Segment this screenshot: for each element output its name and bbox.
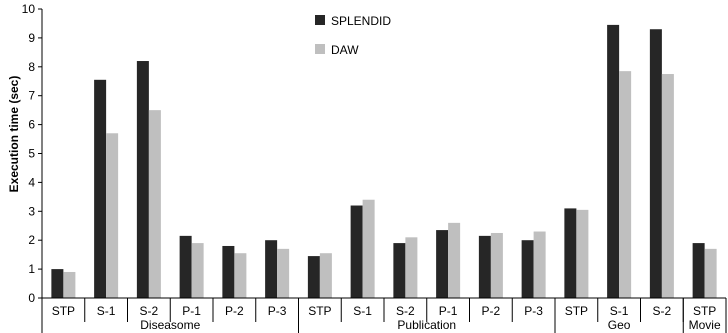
bar-daw bbox=[106, 133, 119, 298]
bar-daw bbox=[148, 110, 161, 299]
bar-daw bbox=[704, 248, 717, 298]
y-tick-label: 2 bbox=[28, 233, 35, 247]
bar-splendid bbox=[692, 243, 705, 298]
legend: SPLENDID DAW bbox=[315, 14, 391, 57]
y-tick-label: 6 bbox=[28, 118, 35, 132]
bar-splendid bbox=[521, 240, 534, 298]
bar-splendid bbox=[307, 256, 320, 298]
y-tick-label: 8 bbox=[28, 60, 35, 74]
bar-daw bbox=[533, 231, 546, 298]
category-label: S-1 bbox=[353, 304, 372, 318]
bar-daw bbox=[490, 232, 503, 298]
bar-splendid bbox=[436, 230, 449, 298]
legend-label-daw: DAW bbox=[331, 43, 359, 57]
bars bbox=[51, 24, 717, 299]
bar-splendid bbox=[265, 240, 278, 298]
y-axis-label: Execution time (sec) bbox=[7, 76, 21, 193]
bar-splendid bbox=[649, 29, 662, 298]
bar-daw bbox=[362, 199, 375, 298]
group-label: Publication bbox=[397, 318, 456, 332]
category-label: STP bbox=[693, 304, 716, 318]
category-label: STP bbox=[565, 304, 588, 318]
category-label: P-3 bbox=[524, 304, 543, 318]
bar-splendid bbox=[136, 61, 149, 298]
group-label: Geo bbox=[608, 318, 631, 332]
bar-splendid bbox=[393, 243, 406, 298]
group-label: Movie bbox=[689, 318, 721, 332]
category-label: S-1 bbox=[610, 304, 629, 318]
bar-daw bbox=[576, 209, 589, 298]
legend-label-splendid: SPLENDID bbox=[331, 14, 391, 28]
y-tick-label: 4 bbox=[28, 175, 35, 189]
bar-daw bbox=[448, 222, 461, 298]
bar-splendid bbox=[564, 208, 577, 298]
category-label: P-1 bbox=[439, 304, 458, 318]
category-label: P-3 bbox=[268, 304, 287, 318]
y-tick-label: 7 bbox=[28, 89, 35, 103]
bar-daw bbox=[63, 271, 76, 298]
y-axis-ticks: 0 1 2 3 4 5 6 7 8 9 10 bbox=[22, 2, 42, 305]
category-label: S-2 bbox=[396, 304, 415, 318]
bar-splendid bbox=[478, 235, 491, 298]
y-tick-label: 5 bbox=[28, 147, 35, 161]
bar-daw bbox=[661, 74, 674, 299]
category-label: P-2 bbox=[225, 304, 244, 318]
bar-daw bbox=[191, 243, 204, 298]
bar-splendid bbox=[222, 245, 235, 298]
category-label: P-1 bbox=[182, 304, 201, 318]
group-label: Diseasome bbox=[140, 318, 200, 332]
bar-splendid bbox=[94, 79, 107, 299]
category-label: S-1 bbox=[97, 304, 116, 318]
y-tick-label: 3 bbox=[28, 204, 35, 218]
bar-splendid bbox=[350, 205, 363, 298]
bar-daw bbox=[619, 71, 632, 298]
bar-splendid bbox=[607, 24, 620, 299]
bar-daw bbox=[234, 253, 247, 298]
bar-splendid bbox=[51, 269, 64, 298]
category-labels: STP S-1 S-2 P-1 P-2 P-3 STP S-1 S-2 P-1 P-2 P-3 STP S… bbox=[41, 298, 727, 333]
y-tick-label: 0 bbox=[28, 291, 35, 305]
category-label: S-2 bbox=[140, 304, 159, 318]
y-tick-label: 9 bbox=[28, 31, 35, 45]
group-labels: Diseasome Publication Geo Movie bbox=[140, 298, 727, 333]
bar-daw bbox=[319, 253, 332, 298]
category-label: STP bbox=[308, 304, 331, 318]
legend-swatch-daw bbox=[315, 44, 325, 54]
category-label: S-2 bbox=[653, 304, 672, 318]
category-label: P-2 bbox=[482, 304, 501, 318]
y-tick-label: 1 bbox=[28, 262, 35, 276]
legend-swatch-splendid bbox=[315, 15, 325, 25]
category-label: STP bbox=[52, 304, 75, 318]
y-tick-label: 10 bbox=[22, 2, 36, 16]
bar-daw bbox=[405, 237, 418, 298]
bar-splendid bbox=[179, 235, 192, 298]
bar-daw bbox=[277, 248, 290, 298]
